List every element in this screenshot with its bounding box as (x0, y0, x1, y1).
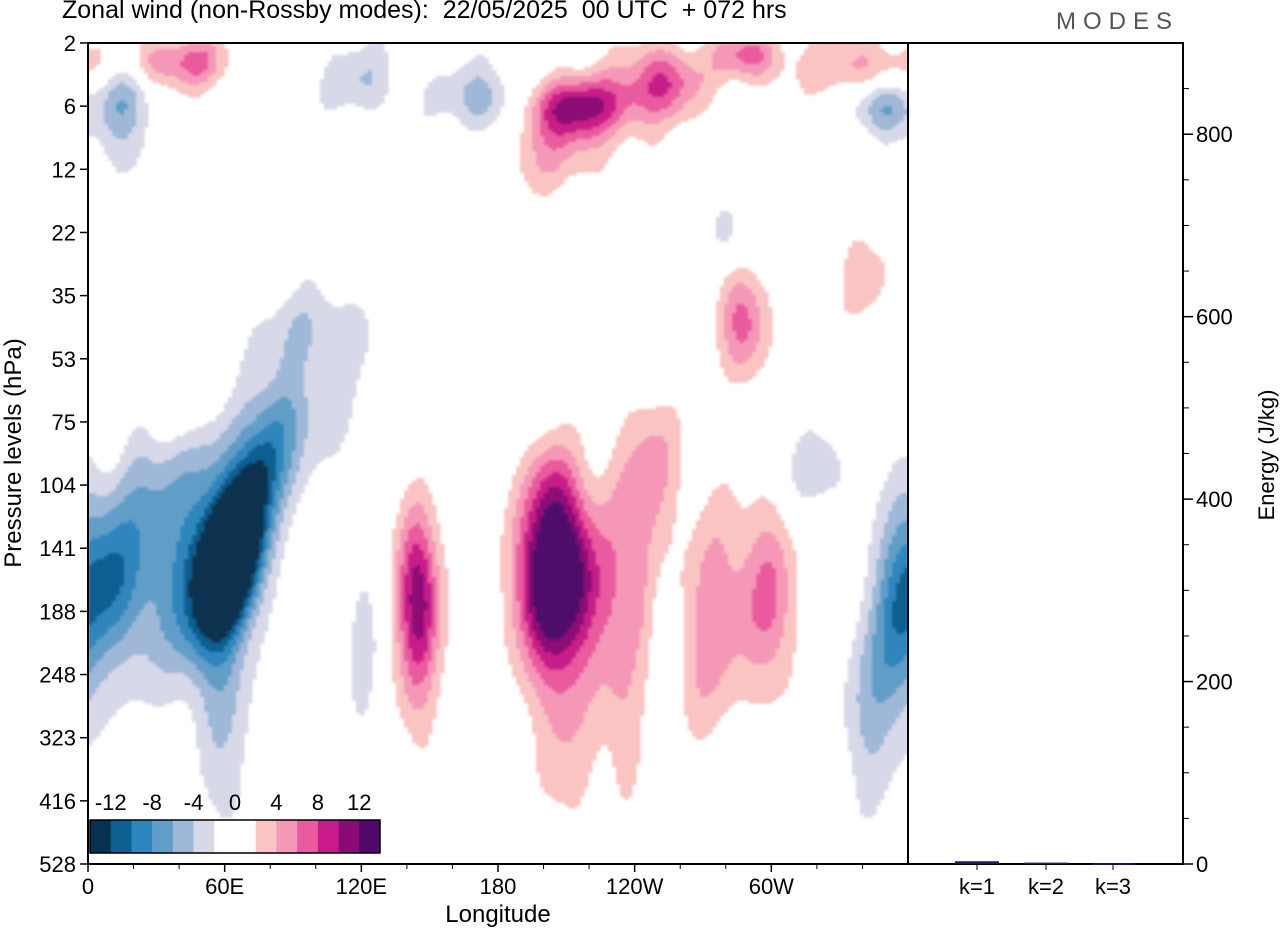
energy-tick-label: 0 (1196, 852, 1208, 877)
y-tick-label: 2 (64, 31, 76, 56)
x-tick-label: 120E (336, 874, 387, 899)
y-axis: 2 6 12 22 35 53 75 104 141 188 248 323 416 528 (39, 31, 88, 877)
colorbar-swatch (194, 820, 215, 853)
energy-axis: 0 200 400 600 800 (1183, 89, 1233, 877)
y-tick-label: 416 (39, 789, 76, 814)
field-feature (740, 332, 743, 335)
energy-tick-label: 200 (1196, 670, 1233, 695)
energy-tick-label: 800 (1196, 122, 1233, 147)
energy-axis-label: Energy (J/kg) (1254, 390, 1279, 521)
colorbar-swatch (297, 820, 318, 853)
y-tick-label: 35 (52, 284, 76, 309)
field-feature (474, 105, 477, 108)
colorbar-label: 12 (347, 790, 371, 815)
colorbar-label: -12 (95, 790, 127, 815)
colorbar-swatch (214, 820, 235, 853)
y-tick-label: 75 (52, 410, 76, 435)
x-tick-label: 0 (82, 874, 94, 899)
x-tick-label: 60E (205, 874, 244, 899)
field-feature (895, 623, 898, 626)
colorbar-swatch (173, 820, 194, 853)
x-tick-label: 180 (480, 874, 517, 899)
colorbar-label: -8 (142, 790, 162, 815)
field-feature (538, 585, 541, 588)
colorbar-swatch (111, 820, 132, 853)
field-feature (884, 105, 887, 108)
field-feature (576, 585, 579, 588)
energy-bar (1024, 863, 1068, 865)
colorbar-swatch (318, 820, 339, 853)
energy-tick-label: 400 (1196, 487, 1233, 512)
energy-bar-label: k=1 (959, 874, 995, 899)
colorbar-label: 8 (312, 790, 324, 815)
energy-tick-label: 600 (1196, 305, 1233, 330)
y-tick-label: 188 (39, 599, 76, 624)
wind-contour-field (88, 43, 909, 818)
y-tick-label: 323 (39, 726, 76, 751)
energy-bar-label: k=3 (1095, 874, 1131, 899)
x-tick-label: 120W (606, 874, 664, 899)
energy-panel-frame (908, 43, 1183, 864)
colorbar-label: -4 (184, 790, 204, 815)
colorbar-swatch (152, 820, 173, 853)
colorbar-swatch (235, 820, 256, 853)
y-tick-label: 53 (52, 347, 76, 372)
field-feature (770, 597, 773, 600)
y-tick-label: 104 (39, 473, 76, 498)
colorbar-swatch (256, 820, 277, 853)
field-feature (576, 105, 579, 108)
y-tick-label: 12 (52, 157, 76, 182)
energy-bars: k=1 k=2 k=3 (955, 861, 1135, 899)
energy-bar (955, 861, 999, 864)
field-cells (88, 43, 909, 818)
colorbar-label: 4 (270, 790, 282, 815)
field-feature (417, 585, 420, 588)
colorbar: -12 -8 -4 0 4 8 12 (90, 790, 380, 853)
colorbar-swatch (90, 820, 111, 853)
colorbar-swatch (339, 820, 360, 853)
x-tick-label: 60W (749, 874, 794, 899)
colorbar-swatch (359, 820, 380, 853)
y-tick-label: 141 (39, 536, 76, 561)
colorbar-swatch (276, 820, 297, 853)
x-axis: 0 60E 120E 180 120W 60W (82, 864, 863, 899)
y-tick-label: 528 (39, 852, 76, 877)
energy-bar-label: k=2 (1028, 874, 1064, 899)
colorbar-swatch (131, 820, 152, 853)
y-tick-label: 6 (64, 94, 76, 119)
colorbar-label: 0 (229, 790, 241, 815)
x-axis-label: Longitude (445, 901, 550, 928)
y-axis-label: Pressure levels (hPa) (0, 338, 27, 567)
y-tick-label: 248 (39, 663, 76, 688)
field-feature (230, 559, 233, 562)
field-feature (105, 578, 108, 581)
y-tick-label: 22 (52, 220, 76, 245)
